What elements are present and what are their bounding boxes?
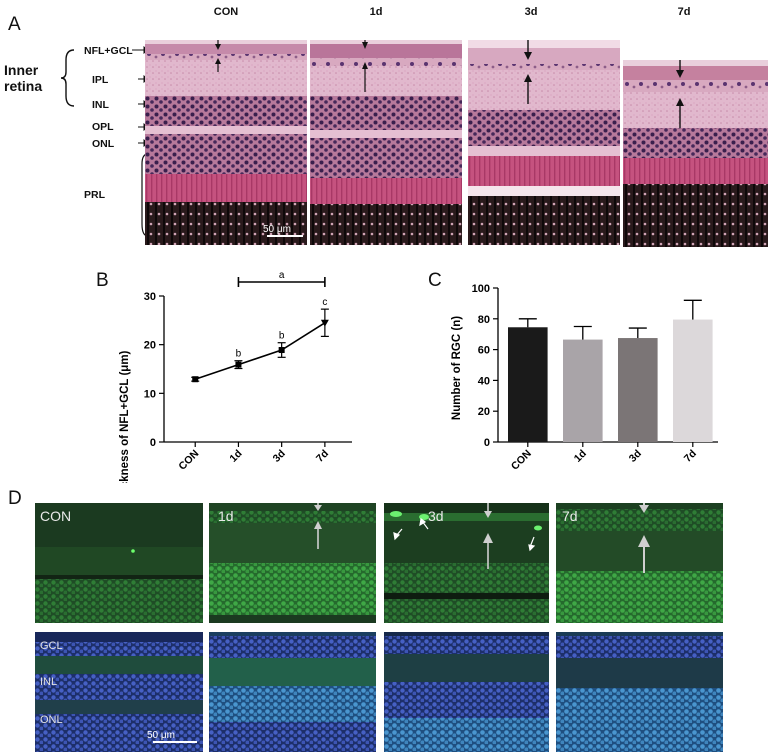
fl-layer-inl: INL: [40, 676, 58, 688]
he-image-3d: [468, 40, 620, 245]
fl-label-con: CON: [40, 508, 72, 524]
chart-b-annotation: c: [322, 297, 327, 308]
fl-green-7d: [556, 503, 723, 623]
chart-c-xtick-label: 7d: [682, 448, 699, 465]
chart-c-ytick-label: 20: [478, 406, 490, 418]
fl-label-3d: 3d: [428, 508, 444, 524]
chart-b-thickness: Thickness of NFL+GCL (μm) 0 10 20 30 CON 1d 3d…: [119, 270, 352, 483]
chart-c-ytick-label: 40: [478, 375, 490, 387]
chart-c-marks: [508, 299, 713, 442]
chart-b-annotation: b: [279, 331, 285, 342]
fl-dapi-7d: [556, 632, 723, 752]
chart-b-point: [235, 361, 242, 368]
chart-b-xtick-label: 3d: [271, 448, 288, 465]
fl-dapi-3d: [384, 632, 549, 752]
fl-dapi-1d: [209, 632, 376, 752]
chart-c-bar: [673, 319, 713, 442]
inner-retina-label-line2: retina: [4, 78, 43, 94]
layer-label-onl: ONL: [92, 138, 115, 150]
fl-layer-onl: ONL: [40, 714, 63, 726]
fl-label-7d: 7d: [562, 508, 578, 524]
chart-b-ytick-label: 10: [144, 388, 156, 400]
fl-layer-gcl: GCL: [40, 640, 63, 652]
panel-d-letter: D: [8, 488, 22, 509]
chart-b-xtick-label: 7d: [314, 448, 331, 465]
inner-retina-label-line1: Inner: [4, 62, 39, 78]
chart-b-xtick-label: 1d: [227, 448, 244, 465]
he-image-con: 50 μm: [145, 40, 307, 245]
he-image-1d: [310, 40, 462, 245]
layer-label-inl: INL: [92, 99, 109, 111]
panel-b-letter: B: [96, 270, 109, 291]
panel-a-title-3d: 3d: [524, 6, 538, 18]
panel-c-letter: C: [428, 270, 442, 291]
he-image-7d: [623, 60, 768, 247]
chart-b-annotation: b: [236, 349, 242, 360]
chart-c-ytick-label: 80: [478, 314, 490, 326]
layer-label-opl: OPL: [92, 121, 114, 133]
chart-b-ytick-label: 0: [150, 437, 156, 449]
panel-a-title-1d: 1d: [369, 6, 383, 18]
thickness-arrows-con: [215, 40, 221, 72]
chart-b-ytick-label: 30: [144, 291, 156, 303]
chart-c-ytick-label: 60: [478, 345, 490, 357]
chart-b-sig-label: a: [279, 270, 285, 281]
layer-label-ipl: IPL: [92, 74, 109, 86]
chart-c-bar: [563, 339, 603, 442]
chart-c-rgc: Number of RGC (n) 0 20 40 60 80 100 CON 1d 3d 7d: [451, 283, 718, 473]
panel-a-title-con: CON: [213, 6, 239, 18]
panel-a-letter: A: [8, 14, 21, 35]
chart-c-xtick-label: CON: [509, 448, 534, 473]
chart-b-series-line: [194, 322, 326, 380]
fl-green-con: [35, 503, 203, 623]
chart-c-bar: [618, 338, 658, 442]
chart-b-xtick-label: CON: [176, 448, 201, 473]
panel-a-title-7d: 7d: [677, 6, 691, 18]
inner-retina-brace: [60, 49, 75, 107]
chart-b-ylabel: Thickness of NFL+GCL (μm): [119, 350, 131, 483]
chart-b-point: [192, 376, 199, 383]
fl-label-1d: 1d: [218, 508, 234, 524]
chart-b-marks: b b c a: [191, 270, 329, 383]
fl-green-1d: [209, 503, 376, 623]
chart-c-xtick-label: 3d: [627, 448, 644, 465]
chart-b-point: [320, 319, 329, 327]
chart-c-ylabel: Number of RGC (n): [451, 316, 463, 420]
chart-c-xtick-label: 1d: [572, 448, 589, 465]
panel-a-scale-label: 50 μm: [263, 224, 291, 235]
layer-label-prl: PRL: [84, 189, 105, 201]
fl-green-3d: [384, 503, 549, 623]
layer-label-nfl-gcl: NFL+GCL: [84, 45, 133, 57]
chart-b-axes: 0 10 20 30 CON 1d 3d 7d: [144, 291, 352, 473]
panel-d-scale-label: 50 μm: [147, 730, 175, 741]
chart-c-bar: [508, 327, 548, 442]
chart-c-ytick-label: 0: [484, 437, 490, 449]
fl-dapi-con: 50 μm: [35, 632, 203, 752]
chart-c-ytick-label: 100: [472, 283, 490, 295]
chart-b-ytick-label: 20: [144, 340, 156, 352]
chart-b-point: [278, 347, 285, 354]
